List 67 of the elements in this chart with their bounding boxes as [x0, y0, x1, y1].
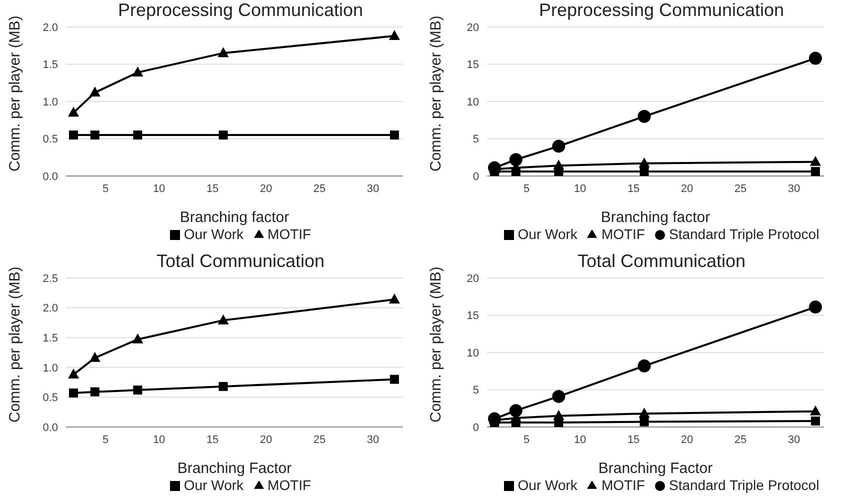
legend-label: MOTIF [268, 477, 312, 493]
legend-label: MOTIF [601, 226, 645, 242]
y-tick-label: 0.5 [42, 134, 58, 146]
y-tick-label: 2.5 [42, 272, 58, 285]
legend-label: Standard Triple Protocol [668, 477, 820, 493]
y-tick-label: 1.0 [42, 96, 58, 108]
y-tick-label: 2.0 [42, 302, 58, 315]
y-axis-title: Comm. per player (MB) [427, 266, 444, 422]
x-tick-label: 30 [366, 434, 380, 446]
legend-label: Our Work [518, 477, 578, 493]
legend-label: Our Work [184, 477, 244, 493]
y-axis-title: Comm. per player (MB) [427, 16, 444, 172]
chart-title: Preprocessing Communication [538, 0, 786, 21]
x-tick-label: 30 [788, 182, 800, 195]
y-tick-label: 1.5 [42, 59, 58, 72]
y-tick-label: 20 [466, 272, 479, 285]
y-tick-label: 15 [466, 59, 479, 72]
x-tick-label: 25 [734, 434, 747, 446]
y-tick-label: 0 [472, 170, 479, 183]
x-axis-title: Branching Factor [177, 460, 292, 477]
legend-label: MOTIF [268, 226, 312, 242]
legend-label: MOTIF [601, 477, 645, 493]
x-tick-label: 25 [313, 434, 326, 446]
chart-title: Total Communication [576, 251, 747, 272]
legend-label: Our Work [184, 226, 244, 242]
y-axis-title: Comm. per player (MB) [6, 266, 24, 422]
x-axis-title: Branching factor [180, 209, 290, 226]
x-tick-label: 10 [574, 434, 586, 446]
x-tick-label: 15 [627, 434, 640, 446]
x-tick-label: 20 [260, 434, 272, 446]
y-tick-label: 0.0 [42, 170, 58, 183]
x-tick-label: 5 [102, 434, 109, 446]
y-tick-label: 1.0 [42, 362, 58, 374]
x-axis-title: Branching Factor [598, 460, 713, 477]
x-tick-label: 10 [152, 434, 166, 446]
chart-title: Total Communication [155, 251, 326, 272]
y-tick-label: 20 [466, 22, 479, 34]
x-tick-label: 5 [524, 434, 530, 446]
x-tick-label: 25 [734, 182, 747, 195]
y-tick-label: 5 [472, 384, 479, 397]
x-tick-label: 20 [680, 434, 694, 446]
y-tick-label: 5 [472, 134, 479, 146]
y-axis-title: Comm. per player (MB) [6, 16, 24, 172]
x-tick-label: 30 [366, 182, 380, 195]
y-tick-label: 0.5 [42, 392, 58, 404]
x-axis-title: Branching factor [600, 209, 710, 226]
y-tick-label: 15 [466, 310, 479, 322]
x-tick-label: 15 [206, 434, 219, 446]
x-tick-label: 30 [788, 434, 800, 446]
x-tick-label: 20 [680, 182, 694, 195]
y-tick-label: 2.0 [42, 22, 58, 34]
y-tick-label: 0.0 [42, 422, 58, 434]
x-tick-label: 5 [102, 182, 109, 195]
x-tick-label: 10 [574, 182, 586, 195]
legend-label: Standard Triple Protocol [668, 226, 820, 242]
y-tick-label: 10 [466, 347, 479, 360]
chart-title: Preprocessing Communication [116, 0, 364, 21]
x-tick-label: 5 [524, 182, 530, 195]
y-tick-label: 0 [472, 422, 479, 434]
x-tick-label: 10 [152, 182, 166, 195]
x-tick-label: 15 [627, 182, 640, 195]
x-tick-label: 20 [260, 182, 272, 195]
x-tick-label: 25 [313, 182, 326, 195]
y-tick-label: 1.5 [42, 332, 58, 345]
y-tick-label: 10 [466, 96, 479, 108]
x-tick-label: 15 [206, 182, 219, 195]
legend-label: Our Work [518, 226, 578, 242]
